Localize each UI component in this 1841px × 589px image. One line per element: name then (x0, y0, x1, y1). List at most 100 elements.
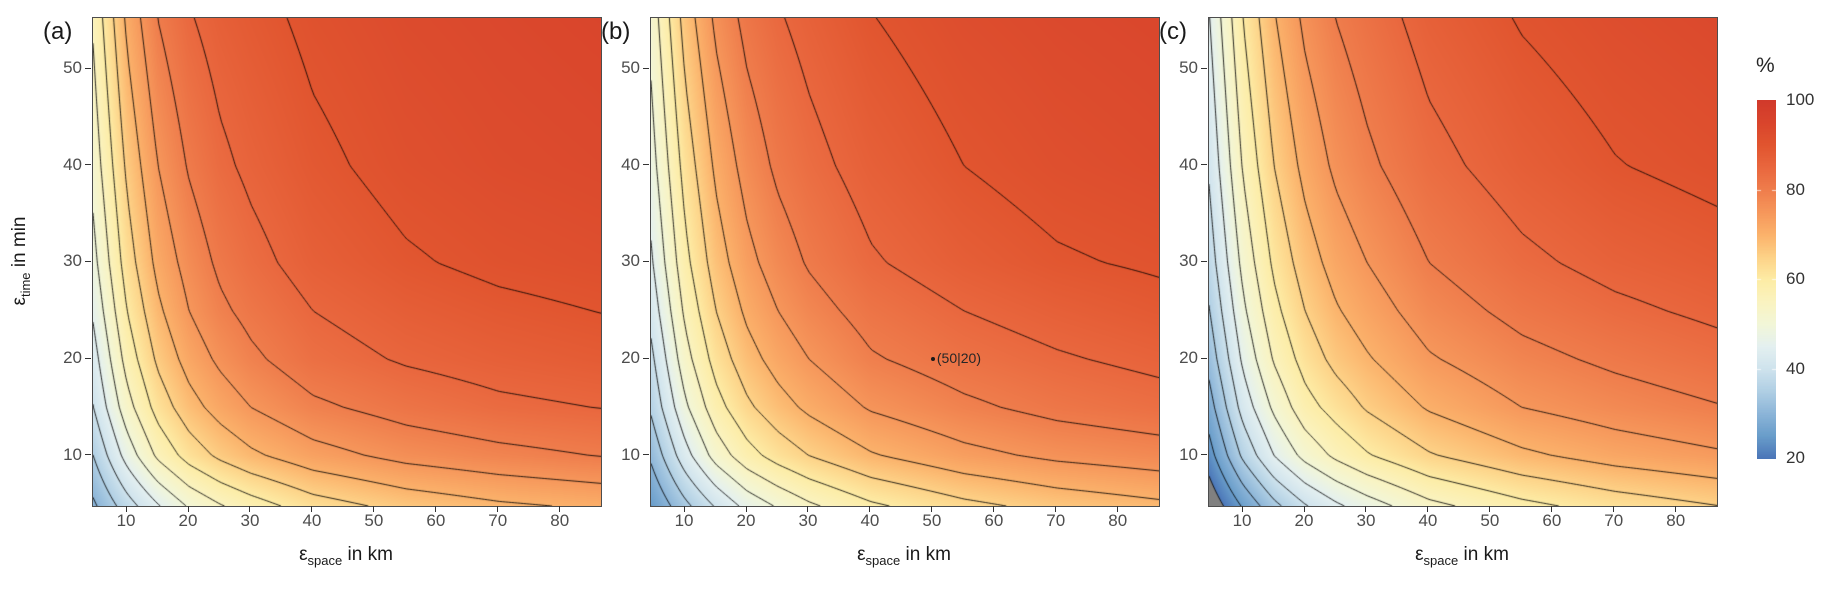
y-tick-label: 40 (621, 154, 640, 174)
y-tick-label: 10 (1179, 444, 1198, 464)
y-tick-mark (643, 454, 649, 456)
y-tick-label: 40 (1179, 154, 1198, 174)
x-axis-unit: in km (1458, 544, 1509, 565)
x-tick-mark (559, 506, 561, 512)
colorbar-title: % (1756, 54, 1775, 77)
y-tick-label: 50 (1179, 58, 1198, 78)
annotation-label: (50|20) (936, 350, 981, 367)
y-tick-label: 10 (63, 444, 82, 464)
y-tick-label: 30 (1179, 251, 1198, 271)
colorbar-gradient-canvas (1757, 100, 1776, 459)
x-tick-label: 80 (1108, 511, 1128, 530)
panel-c-plot-area (1208, 17, 1718, 507)
panel-c-label: (c) (1159, 18, 1187, 45)
colorbar-tick-label: 40 (1786, 358, 1805, 378)
y-tick-mark (1201, 260, 1207, 262)
x-tick-label: 50 (1480, 511, 1500, 530)
x-tick-label: 60 (426, 511, 446, 530)
x-tick-label: 70 (1604, 511, 1624, 530)
panel-a-plot-area (92, 17, 602, 507)
x-tick-label: 70 (488, 511, 508, 530)
x-tick-mark (1613, 506, 1615, 512)
y-tick-mark (85, 260, 91, 262)
x-tick-mark (497, 506, 499, 512)
x-tick-mark (1303, 506, 1305, 512)
x-tick-mark (1241, 506, 1243, 512)
x-tick-mark (125, 506, 127, 512)
panel-b: (b) (50|20) εspace in km 10 20 30 40 50 60 70 8… (600, 0, 1170, 589)
x-tick-mark (1365, 506, 1367, 512)
x-axis-symbol: ε (1415, 544, 1424, 565)
x-tick-mark (1117, 506, 1119, 512)
x-tick-mark (931, 506, 933, 512)
y-tick-mark (1201, 67, 1207, 69)
x-tick-mark (311, 506, 313, 512)
colorbar-tick-label: 80 (1786, 179, 1805, 199)
x-tick-label: 10 (674, 511, 694, 530)
x-tick-label: 30 (1356, 511, 1376, 530)
x-tick-mark (1055, 506, 1057, 512)
x-tick-mark (745, 506, 747, 512)
x-tick-label: 80 (1666, 511, 1686, 530)
x-tick-mark (1427, 506, 1429, 512)
y-tick-label: 30 (621, 251, 640, 271)
x-tick-label: 60 (1542, 511, 1562, 530)
x-tick-mark (249, 506, 251, 512)
x-tick-mark (435, 506, 437, 512)
x-axis-title: εspace in km (1208, 544, 1716, 568)
panel-b-plot-area: (50|20) (650, 17, 1160, 507)
y-tick-label: 10 (621, 444, 640, 464)
x-tick-mark (683, 506, 685, 512)
panel-b-label: (b) (601, 18, 631, 45)
y-tick-mark (1201, 357, 1207, 359)
y-tick-mark (643, 260, 649, 262)
x-tick-mark (993, 506, 995, 512)
y-tick-mark (1201, 454, 1207, 456)
x-axis-subscript: space (1423, 552, 1459, 568)
y-tick-label: 20 (1179, 348, 1198, 368)
x-tick-mark (187, 506, 189, 512)
colorbar-tick-label: 100 (1786, 90, 1815, 109)
y-tick-label: 20 (621, 348, 640, 368)
y-tick-mark (643, 67, 649, 69)
y-tick-mark (1201, 164, 1207, 166)
x-tick-label: 40 (302, 511, 322, 530)
x-tick-label: 50 (922, 511, 942, 530)
x-tick-label: 20 (1294, 511, 1314, 530)
x-tick-label: 70 (1046, 511, 1066, 530)
x-tick-label: 10 (116, 511, 136, 530)
y-tick-mark (85, 357, 91, 359)
y-axis-symbol: ε (9, 297, 31, 306)
x-tick-mark (869, 506, 871, 512)
x-axis-symbol: ε (299, 544, 308, 565)
y-axis-unit: in min (9, 216, 31, 273)
y-tick-label: 40 (63, 154, 82, 174)
x-axis-title: εspace in km (92, 544, 600, 568)
y-tick-mark (85, 454, 91, 456)
y-tick-label: 30 (63, 251, 82, 271)
x-tick-mark (807, 506, 809, 512)
annotation-point (930, 357, 935, 362)
x-axis-unit: in km (900, 544, 951, 565)
x-tick-label: 20 (178, 511, 198, 530)
x-tick-label: 40 (1418, 511, 1438, 530)
x-axis-symbol: ε (857, 544, 866, 565)
y-tick-label: 50 (621, 58, 640, 78)
panel-b-heatmap-canvas (651, 18, 1159, 506)
colorbar-tick-label: 60 (1786, 269, 1805, 288)
x-tick-label: 50 (364, 511, 384, 530)
colorbar: % 100 80 60 40 20 (1745, 40, 1841, 480)
y-tick-mark (643, 357, 649, 359)
x-tick-mark (1675, 506, 1677, 512)
x-axis-title: εspace in km (650, 544, 1158, 568)
x-tick-label: 80 (550, 511, 570, 530)
panel-c-heatmap-canvas (1209, 18, 1717, 506)
y-axis-title: εtime in min (9, 216, 33, 305)
y-tick-label: 20 (63, 348, 82, 368)
y-axis-subscript: time (17, 272, 33, 298)
x-axis-unit: in km (342, 544, 393, 565)
x-axis-subscript: space (307, 552, 343, 568)
x-axis-subscript: space (865, 552, 901, 568)
x-tick-label: 20 (736, 511, 756, 530)
